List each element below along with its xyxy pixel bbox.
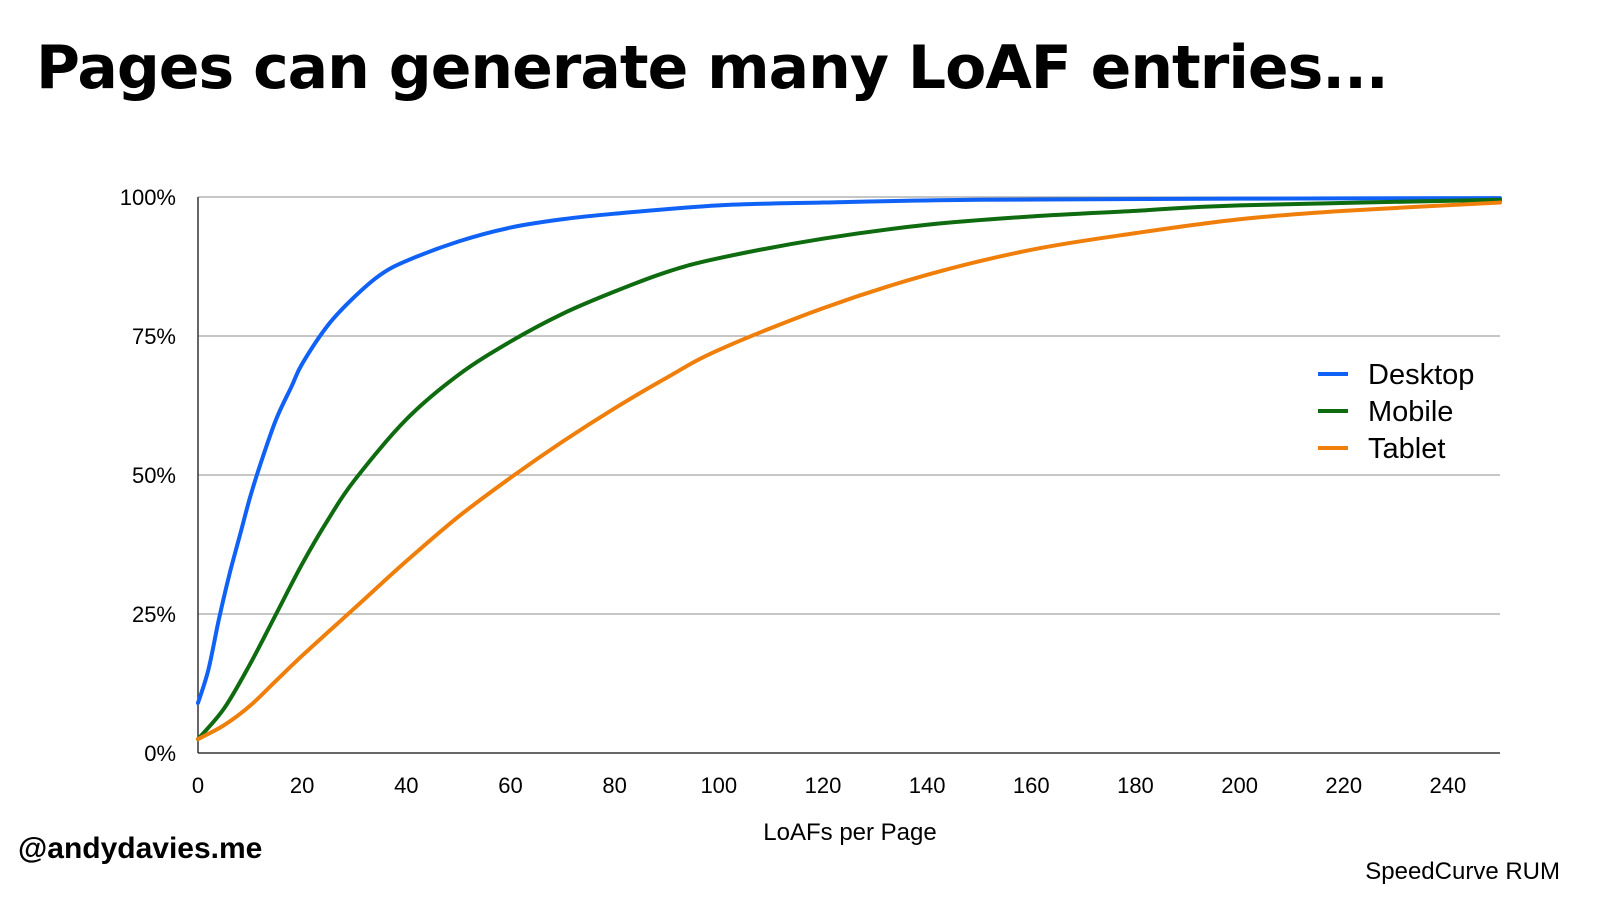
grid-lines [197, 196, 1500, 754]
x-tick-label: 200 [1221, 773, 1258, 798]
x-tick-label: 40 [394, 773, 418, 798]
x-tick-label: 180 [1117, 773, 1154, 798]
series-lines [196, 196, 1502, 742]
series-line-mobile [196, 197, 1502, 742]
slide-title: Pages can generate many LoAF entries... [36, 33, 1389, 103]
series-line-tablet [196, 200, 1502, 742]
y-tick-label: 100% [120, 185, 176, 210]
legend-label-tablet: Tablet [1368, 433, 1445, 465]
x-tick-label: 100 [700, 773, 737, 798]
y-tick-label: 50% [132, 463, 176, 488]
y-tick-label: 75% [132, 324, 176, 349]
x-tick-label: 0 [192, 773, 204, 798]
x-tick-label: 20 [290, 773, 314, 798]
x-axis-title: LoAFs per Page [763, 819, 936, 846]
legend-label-mobile: Mobile [1368, 396, 1453, 428]
legend-label-desktop: Desktop [1368, 359, 1474, 391]
x-tick-label: 240 [1430, 773, 1467, 798]
x-tick-label: 120 [805, 773, 842, 798]
y-tick-label: 0% [144, 741, 176, 766]
x-axis-ticks: 0 20 40 60 80 100 120 140 160 180 200 220 240 [192, 773, 1466, 798]
y-tick-label: 25% [132, 602, 176, 627]
series-line-desktop [196, 196, 1502, 705]
legend: Desktop Mobile Tablet [1318, 359, 1474, 465]
y-axis-ticks: 0% 25% 50% 75% 100% [120, 185, 176, 766]
x-tick-label: 80 [602, 773, 626, 798]
x-tick-label: 220 [1325, 773, 1362, 798]
x-tick-label: 60 [498, 773, 522, 798]
x-tick-label: 160 [1013, 773, 1050, 798]
author-handle: @andydavies.me [18, 832, 263, 865]
x-tick-label: 140 [909, 773, 946, 798]
data-source-label: SpeedCurve RUM [1365, 858, 1560, 885]
